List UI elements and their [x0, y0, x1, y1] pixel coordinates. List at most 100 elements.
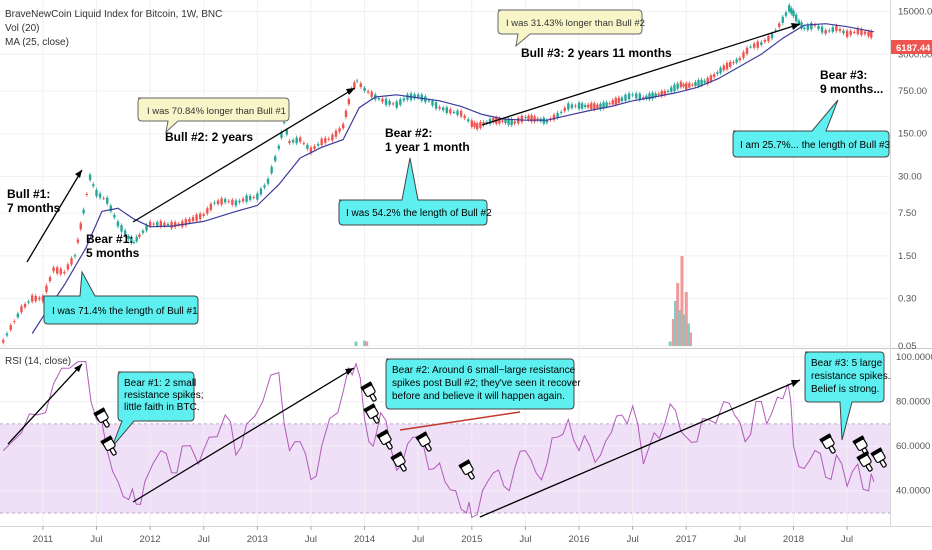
price-candle — [706, 77, 709, 84]
price-candle — [510, 119, 513, 126]
price-candle — [530, 115, 533, 122]
rsi-band — [0, 423, 890, 513]
price-candle — [676, 83, 679, 89]
price-candle — [188, 218, 191, 223]
price-candle — [266, 178, 270, 184]
price-candle — [48, 277, 52, 281]
price-candle — [860, 29, 863, 35]
rsi-bear1-line2: resistance spikes; — [124, 390, 203, 401]
pointing-hand-icon — [852, 435, 869, 456]
price-candle — [302, 143, 306, 145]
price-candle — [191, 217, 195, 222]
price-tick-label: 1.50 — [898, 251, 917, 262]
price-candle — [587, 104, 590, 108]
price-candle — [806, 24, 809, 30]
price-candle — [788, 5, 791, 12]
rsi-legend: RSI (14, close) — [5, 356, 71, 367]
price-series — [2, 3, 873, 345]
ma-line — [31, 23, 875, 334]
phase-labels: Bull #1: 7 months Bear #1: 5 months Bull #… — [7, 46, 883, 260]
arrow-head-icon — [75, 170, 82, 178]
rsi-bear1-line1: Bear #1: 2 small — [124, 378, 196, 389]
hand-cuff — [360, 381, 373, 391]
volume-bar — [674, 301, 678, 346]
time-tick-label: 2014 — [354, 534, 375, 545]
price-panel[interactable] — [0, 0, 890, 346]
price-candle — [524, 117, 527, 119]
price-candle — [206, 208, 209, 214]
price-candle — [442, 107, 445, 111]
price-candle — [263, 185, 266, 188]
price-candle — [184, 219, 188, 226]
price-candle — [642, 97, 645, 99]
time-tick-label: Jul — [627, 534, 639, 545]
rsi-line — [2, 360, 875, 519]
rsi-bull3-arrow — [479, 379, 801, 518]
price-candle — [170, 221, 173, 229]
price-candle — [817, 25, 820, 29]
price-candle — [507, 118, 510, 125]
price-candle — [624, 94, 627, 101]
price-candle — [85, 194, 89, 196]
price-candle — [252, 197, 255, 199]
price-candle — [559, 111, 563, 113]
price-candle — [824, 30, 827, 34]
price-candle — [756, 41, 759, 48]
price-candle — [249, 195, 252, 200]
bear1-text: Bear #1: — [86, 232, 133, 246]
price-candle — [384, 98, 388, 105]
price-candle — [20, 306, 23, 313]
time-tick-label: Jul — [305, 534, 317, 545]
arrow-head-icon — [791, 23, 800, 30]
price-candle — [688, 83, 691, 88]
price-tick-label: 0.30 — [898, 293, 917, 304]
bear2-text-line2: 1 year 1 month — [385, 140, 470, 154]
volume-bar — [680, 256, 684, 346]
time-tick-label: Jul — [412, 534, 424, 545]
volume-bar — [678, 310, 682, 346]
price-candle — [797, 20, 801, 25]
price-candle — [82, 209, 85, 214]
price-candle — [777, 23, 781, 27]
price-candle — [259, 188, 263, 195]
price-candle — [113, 214, 116, 218]
price-tick-label: 750.00 — [898, 86, 927, 97]
price-candle — [38, 297, 41, 300]
rsi-bear2-line2: spikes post Bull #2; they've seen it rec… — [392, 378, 581, 389]
price-candle — [738, 57, 742, 61]
price-candle — [288, 140, 291, 143]
price-candle — [353, 82, 356, 88]
price-candle — [166, 223, 170, 226]
time-tick-label: Jul — [198, 534, 210, 545]
price-candle — [517, 117, 520, 124]
price-candle — [725, 62, 729, 70]
price-candle — [5, 333, 9, 336]
price-candle — [241, 198, 245, 202]
bear1-label: Bear #1: 5 months — [86, 232, 140, 260]
hand-finger — [828, 445, 836, 454]
time-tick-label: 2013 — [247, 534, 268, 545]
price-candle — [234, 200, 238, 206]
price-candle — [256, 193, 259, 200]
price-candle — [742, 52, 745, 58]
hand-cuff — [376, 429, 389, 439]
bear1-callout — [43, 270, 199, 325]
price-candle — [853, 31, 856, 33]
price-candle — [141, 230, 145, 233]
hand-cuff — [819, 433, 832, 443]
ma-series — [31, 23, 875, 334]
bear1-text-line2: 5 months — [86, 246, 140, 260]
price-candle — [735, 59, 738, 63]
price-candle — [30, 295, 34, 302]
bear2-callout-text: I was 54.2% the length of Bull #2 — [346, 208, 492, 219]
bull3-callout — [497, 9, 643, 48]
last-price-tag — [891, 40, 932, 54]
rsi-bear2-line3: before and believe it will happen again. — [392, 391, 565, 402]
price-candle — [648, 93, 651, 100]
bull3-callout-text: I was 31.43% longer than Bull #2 — [506, 18, 645, 29]
rsi-bear3-callout-text: Bear #3: 5 large resistance spikes. Beli… — [811, 358, 893, 395]
bear3-callout-text: I am 25.7%... the length of Bull #3 — [740, 140, 891, 151]
price-candle — [774, 30, 777, 32]
price-candle — [479, 121, 482, 128]
price-candle — [66, 264, 70, 270]
